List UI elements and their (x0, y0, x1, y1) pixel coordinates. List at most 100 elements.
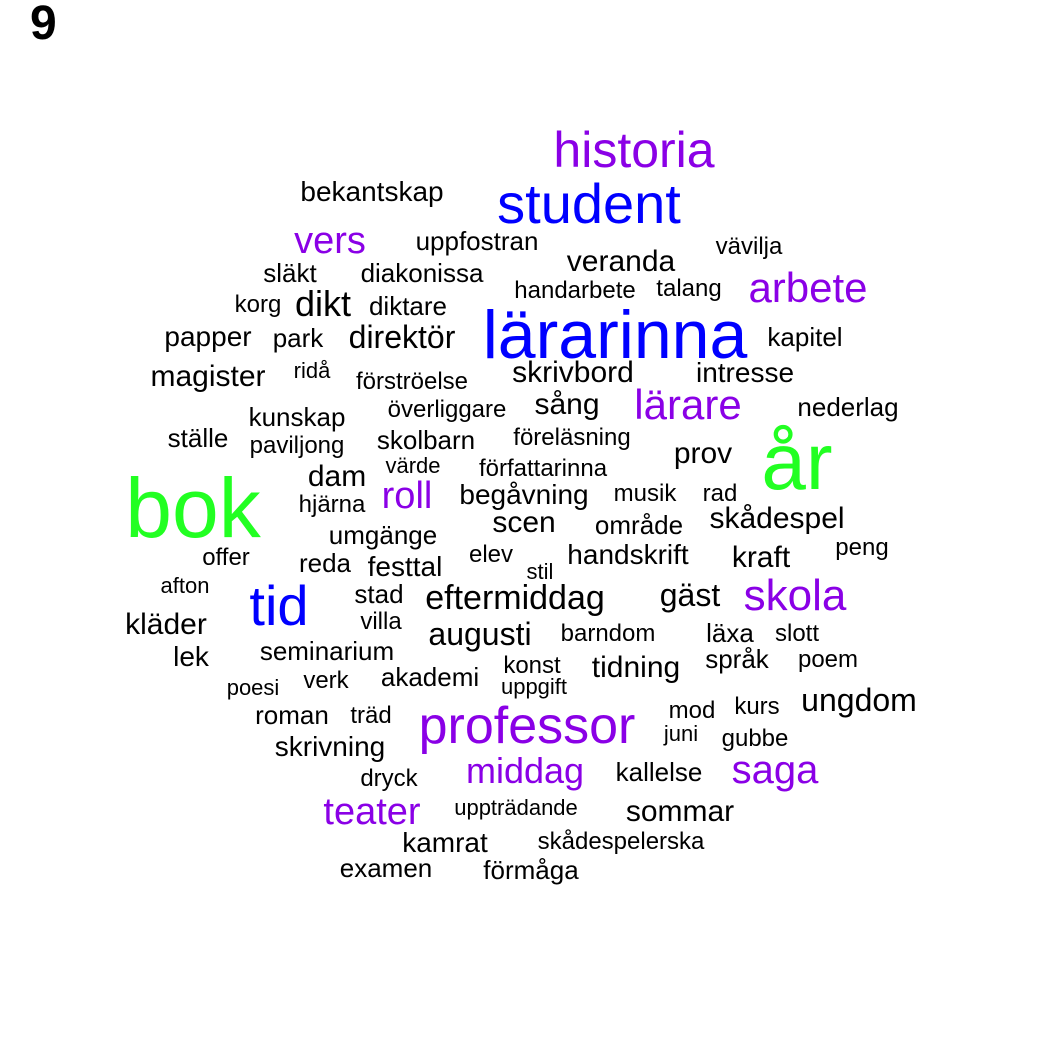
word-32: paviljong (249, 432, 345, 459)
word-59: tid (249, 574, 309, 637)
word-91: saga (731, 748, 819, 792)
word-85: kurs (734, 693, 780, 720)
word-87: gubbe (721, 725, 789, 752)
word-46: umgänge (328, 520, 438, 550)
word-62: gäst (659, 577, 721, 613)
word-80: ungdom (801, 682, 917, 718)
word-11: handarbete (514, 277, 636, 304)
word-57: peng (835, 534, 889, 561)
word-29: lärare (634, 381, 742, 428)
word-50: offer (202, 544, 250, 571)
word-34: föreläsning (513, 424, 631, 451)
word-2: bekantskap (300, 176, 444, 207)
word-75: poem (797, 646, 859, 673)
word-16: lärarinna (482, 297, 748, 373)
word-41: hjärna (298, 491, 366, 518)
word-89: middag (465, 750, 585, 791)
word-45: rad (702, 480, 738, 507)
word-68: läxa (706, 618, 754, 648)
word-39: författarinna (478, 455, 608, 482)
word-54: stil (526, 559, 554, 584)
word-79: uppgift (500, 674, 568, 699)
word-38: värde (385, 453, 441, 478)
word-25: intresse (695, 357, 795, 388)
word-13: korg (234, 291, 282, 318)
word-83: professor (418, 697, 636, 755)
word-36: år (761, 417, 833, 506)
word-6: vävilja (715, 233, 783, 260)
word-96: kamrat (402, 827, 488, 858)
word-72: konst (503, 652, 561, 679)
word-43: begåvning (459, 479, 589, 510)
word-98: examen (339, 853, 433, 883)
word-93: teater (323, 791, 421, 833)
word-56: kraft (731, 541, 791, 574)
word-51: reda (298, 548, 352, 578)
word-58: afton (160, 573, 210, 598)
word-90: kallelse (615, 757, 703, 787)
word-40: bok (125, 461, 261, 555)
word-17: papper (164, 321, 252, 352)
word-1: historia (553, 122, 715, 178)
word-67: barndom (560, 620, 656, 647)
word-12: talang (656, 275, 722, 302)
word-60: stad (354, 579, 404, 609)
word-88: skrivning (274, 731, 386, 762)
word-37: dam (307, 460, 367, 493)
word-49: skådespel (709, 502, 845, 535)
word-69: slott (774, 620, 820, 647)
word-81: roman (255, 700, 329, 730)
panel-label: 9 (30, 0, 57, 50)
word-15: diktare (368, 291, 448, 321)
word-26: kunskap (248, 402, 346, 432)
word-48: område (594, 510, 684, 540)
word-82: träd (350, 702, 392, 729)
word-47: scen (492, 506, 556, 539)
word-55: handskrift (567, 539, 689, 570)
word-28: sång (534, 388, 600, 421)
word-31: ställe (167, 423, 229, 453)
word-52: festtal (367, 551, 443, 582)
word-84: mod (668, 697, 716, 724)
word-97: skådespelerska (537, 828, 705, 855)
word-7: veranda (566, 245, 676, 278)
word-10: arbete (748, 264, 868, 311)
word-92: dryck (360, 765, 418, 792)
word-14: dikt (294, 283, 352, 324)
word-20: kapitel (767, 322, 843, 352)
word-70: lek (173, 641, 209, 672)
word-21: magister (150, 360, 266, 393)
word-78: akademi (380, 662, 480, 692)
word-73: tidning (591, 651, 681, 684)
word-42: roll (381, 475, 433, 517)
word-64: kläder (125, 608, 207, 641)
word-74: språk (705, 644, 769, 674)
word-30: nederlag (797, 392, 899, 422)
word-76: poesi (226, 675, 280, 700)
word-44: musik (613, 480, 677, 507)
word-77: verk (303, 667, 349, 694)
word-66: augusti (428, 616, 532, 652)
word-9: diakonissa (360, 258, 484, 288)
word-86: juni (663, 721, 699, 746)
word-5: uppfostran (415, 226, 539, 256)
word-33: skolbarn (376, 425, 476, 455)
word-94: uppträdande (454, 795, 578, 820)
word-35: prov (673, 437, 733, 470)
word-63: skola (743, 571, 847, 620)
word-27: överliggare (387, 396, 507, 423)
word-8: släkt (263, 258, 317, 288)
word-22: ridå (293, 358, 331, 383)
word-24: skrivbord (512, 356, 634, 389)
word-99: förmåga (483, 855, 579, 885)
word-61: eftermiddag (425, 579, 605, 617)
word-65: villa (360, 608, 402, 635)
word-4: vers (294, 220, 366, 262)
word-71: seminarium (259, 636, 395, 666)
word-53: elev (468, 541, 514, 568)
word-19: direktör (348, 319, 456, 355)
word-95: sommar (625, 795, 735, 828)
word-23: förströelse (355, 368, 469, 395)
word-18: park (272, 323, 324, 353)
